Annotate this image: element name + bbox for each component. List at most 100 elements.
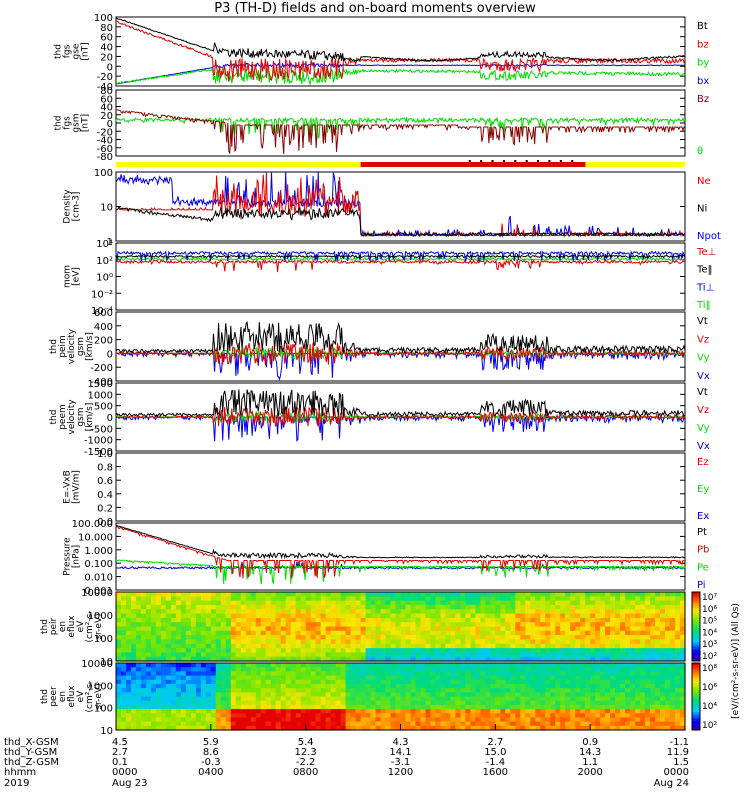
spectrogram-cell: [150, 604, 157, 610]
spectrogram-cell: [645, 717, 651, 723]
spectrogram-cell: [200, 622, 207, 628]
spectrogram-cell: [615, 692, 621, 698]
spectrogram-cell: [515, 713, 521, 719]
spectrogram-cell: [560, 600, 566, 606]
spectrogram-cell: [345, 626, 352, 632]
spectrogram-cell: [345, 700, 352, 706]
spectrogram-cell: [510, 688, 516, 693]
spectrogram-cell: [225, 592, 232, 597]
spectrogram-cell: [555, 692, 561, 698]
spectrogram-cell: [235, 626, 242, 632]
spectrogram-cell: [590, 600, 596, 606]
spectrogram-cell: [680, 721, 686, 727]
spectrogram-cell: [305, 639, 312, 645]
spectrogram-cell: [265, 617, 272, 623]
spectrogram-cell: [625, 648, 631, 653]
spectrogram-cell: [490, 683, 496, 689]
spectrogram-cell: [625, 617, 631, 623]
spectrogram-cell: [335, 713, 342, 719]
spectrogram-cell: [320, 656, 327, 662]
spectrogram-cell: [410, 725, 417, 731]
spectrogram-cell: [560, 643, 566, 649]
spectrogram-cell: [270, 675, 277, 681]
spectrogram-cell: [670, 683, 676, 689]
spectrogram-cell: [635, 704, 641, 710]
spectrogram-cell: [665, 630, 671, 636]
spectrogram-cell: [575, 648, 581, 653]
spectrogram-cell: [310, 626, 317, 632]
spectrogram-cell: [175, 709, 182, 714]
spectrogram-cell: [525, 609, 531, 615]
spectrogram-cell: [230, 639, 237, 645]
spectrogram-cell: [205, 671, 212, 677]
spectrogram-cell: [460, 683, 466, 689]
spectrogram-cell: [645, 725, 651, 731]
spectrogram-cell: [165, 717, 172, 723]
legend-Ez: Ez: [697, 457, 709, 468]
spectrogram-cell: [445, 630, 451, 636]
spectrogram-cell: [475, 617, 481, 623]
spectrogram-cell: [580, 617, 586, 623]
spectrogram-cell: [320, 639, 327, 645]
spectrogram-cell: [635, 683, 641, 689]
spectrogram-cell: [500, 630, 506, 636]
spectrogram-cell: [455, 667, 461, 672]
spectrogram-cell: [240, 671, 247, 677]
spectrogram-cell: [116, 675, 122, 681]
x-tick-label-z: -0.3: [201, 757, 221, 768]
spectrogram-cell: [400, 679, 407, 685]
spectrogram-cell: [150, 609, 157, 615]
spectrogram-cell: [330, 656, 337, 662]
colorbar-cell: [692, 721, 700, 724]
spectrogram-cell: [165, 652, 172, 658]
spectrogram-cell: [185, 679, 192, 685]
spectrogram-cell: [190, 613, 197, 619]
spectrogram-cell: [615, 609, 621, 615]
spectrogram-cell: [116, 622, 122, 628]
spectrogram-cell: [665, 683, 671, 689]
spectrogram-cell: [440, 717, 446, 723]
spectrogram-cell: [310, 679, 317, 685]
spectrogram-cell: [340, 721, 347, 727]
spectrogram-cell: [260, 688, 267, 693]
spectrogram-cell: [205, 600, 212, 606]
spectrogram-cell: [660, 683, 666, 689]
spectrogram-cell: [630, 692, 636, 698]
spectrogram-cell: [580, 652, 586, 658]
spectrogram-cell: [325, 688, 332, 693]
spectrogram-cell: [180, 656, 187, 662]
spectrogram-cell: [330, 643, 337, 649]
spectrogram-cell: [505, 622, 511, 628]
spectrogram-cell: [640, 630, 646, 636]
spectrogram-cell: [505, 704, 511, 710]
spectrogram-cell: [425, 609, 432, 615]
spectrogram-cell: [225, 713, 232, 719]
spectrogram-cell: [240, 709, 247, 714]
spectrogram-cell: [260, 604, 267, 610]
spectrogram-cell: [145, 692, 152, 698]
x-tick-label-x: 0.9: [582, 737, 598, 748]
spectrogram-cell: [420, 667, 427, 672]
spectrogram-cell: [660, 600, 666, 606]
spectrogram-cell: [625, 596, 631, 602]
spectrogram-cell: [570, 709, 576, 714]
spectrogram-cell: [645, 704, 651, 710]
spectrogram-cell: [565, 630, 571, 636]
spectrogram-cell: [280, 622, 287, 628]
spectrogram-cell: [600, 596, 606, 602]
spectrogram-cell: [530, 679, 536, 685]
spectrogram-cell: [435, 721, 441, 727]
spectrogram-cell: [575, 688, 581, 693]
legend-Pe: Pe: [697, 562, 709, 573]
spectrogram-cell: [355, 609, 362, 615]
spectrogram-cell: [335, 630, 342, 636]
spectrogram-cell: [285, 613, 292, 619]
spectrogram-cell: [215, 630, 222, 636]
spectrogram-cell: [185, 592, 192, 597]
spectrogram-cell: [330, 604, 337, 610]
spectrogram-cell: [175, 648, 182, 653]
spectrogram-cell: [655, 592, 661, 597]
spectrogram-cell: [170, 604, 177, 610]
spectrogram-cell: [465, 709, 471, 714]
spectrogram-cell: [131, 696, 137, 702]
